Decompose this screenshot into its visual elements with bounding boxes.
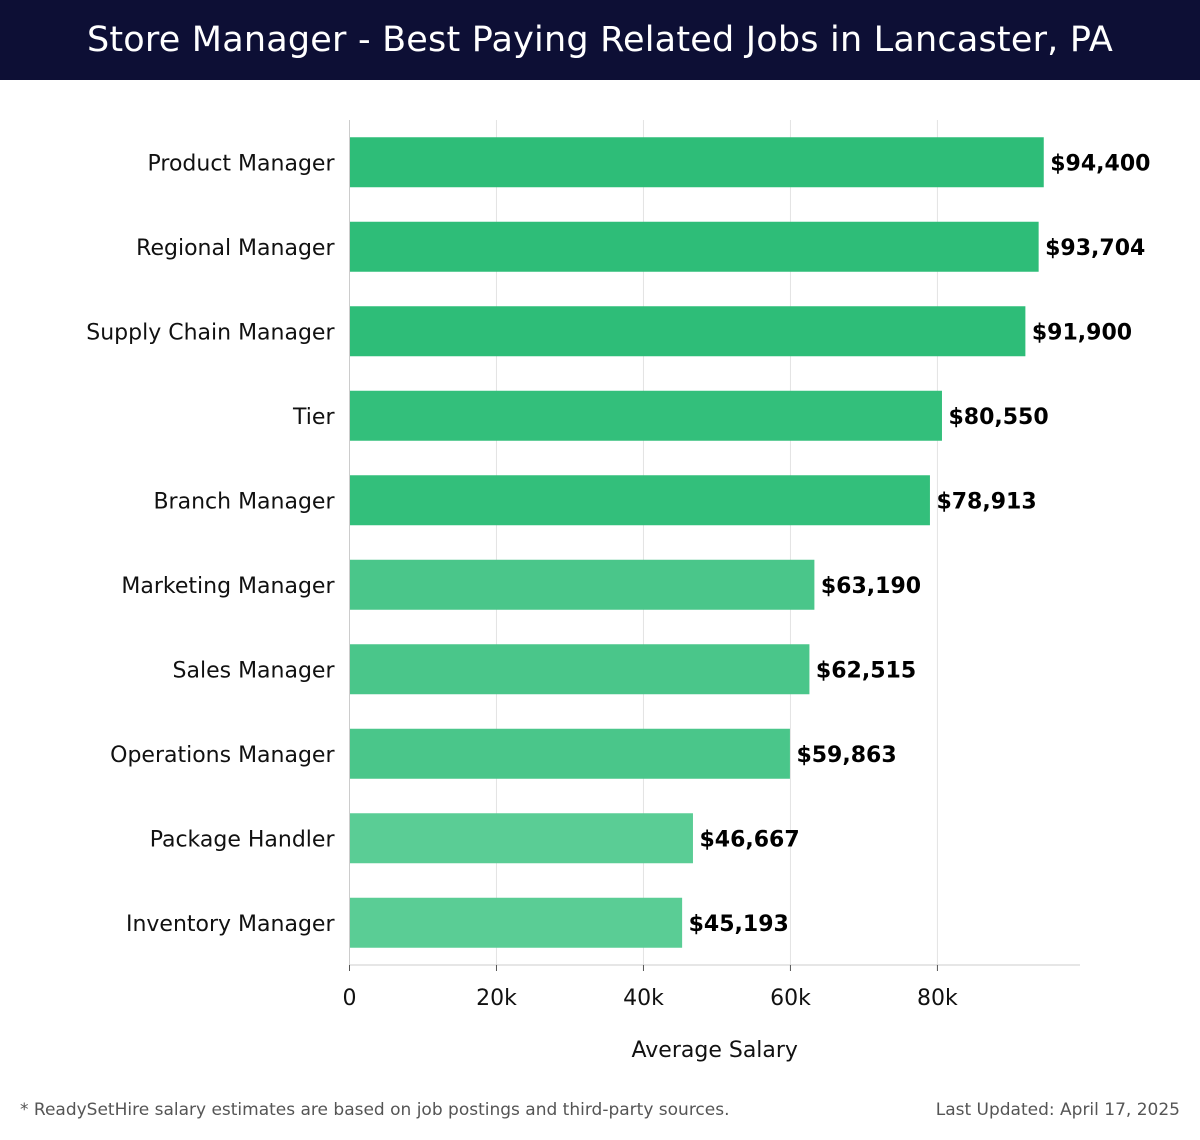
value-labels: $94,400 $93,704 $91,900 $80,550 $78,913 $63,1… — [689, 151, 1151, 937]
category-label: Inventory Manager — [126, 912, 335, 937]
bar — [350, 475, 930, 526]
chart-header: Store Manager - Best Paying Related Jobs… — [0, 0, 1200, 80]
bar — [350, 728, 790, 779]
category-label: Sales Manager — [173, 658, 336, 683]
value-label: $78,913 — [936, 489, 1036, 514]
value-label: $94,400 — [1050, 151, 1150, 176]
footer-note: * ReadySetHire salary estimates are base… — [20, 1100, 730, 1120]
category-label: Tier — [292, 405, 335, 430]
value-label: $63,190 — [821, 574, 921, 599]
category-label: Product Manager — [148, 151, 336, 176]
x-axis: 0 20k 40k 60k 80k Average Salary — [343, 120, 1080, 1063]
bar — [350, 221, 1039, 272]
x-axis-label: Average Salary — [632, 1038, 798, 1063]
x-tick-label: 0 — [343, 986, 357, 1011]
x-tick-label: 60k — [770, 986, 811, 1011]
bar — [350, 137, 1044, 188]
bar — [350, 813, 693, 864]
value-label: $93,704 — [1045, 236, 1145, 261]
category-label: Package Handler — [150, 827, 336, 852]
bar — [350, 644, 810, 695]
category-label: Operations Manager — [110, 743, 335, 768]
category-label: Marketing Manager — [121, 574, 335, 599]
bar — [350, 390, 942, 441]
category-labels: Product Manager Regional Manager Supply Ch… — [86, 151, 335, 937]
bar — [350, 306, 1026, 357]
value-label: $59,863 — [796, 743, 896, 768]
chart-title: Store Manager - Best Paying Related Jobs… — [86, 20, 1114, 60]
x-tick-label: 80k — [917, 986, 958, 1011]
category-label: Supply Chain Manager — [86, 320, 335, 345]
bar — [350, 897, 683, 948]
value-label: $46,667 — [699, 827, 799, 852]
value-label: $91,900 — [1032, 320, 1132, 345]
value-label: $45,193 — [689, 912, 789, 937]
x-tick-label: 20k — [476, 986, 517, 1011]
bars — [350, 137, 1044, 948]
category-label: Branch Manager — [153, 489, 335, 514]
bar — [350, 559, 815, 610]
value-label: $62,515 — [816, 658, 916, 683]
last-updated: Last Updated: April 17, 2025 — [935, 1100, 1180, 1120]
bar-chart: Product Manager Regional Manager Supply Ch… — [86, 120, 1151, 1063]
category-label: Regional Manager — [136, 236, 335, 261]
value-label: $80,550 — [948, 405, 1048, 430]
x-tick-label: 40k — [623, 986, 664, 1011]
